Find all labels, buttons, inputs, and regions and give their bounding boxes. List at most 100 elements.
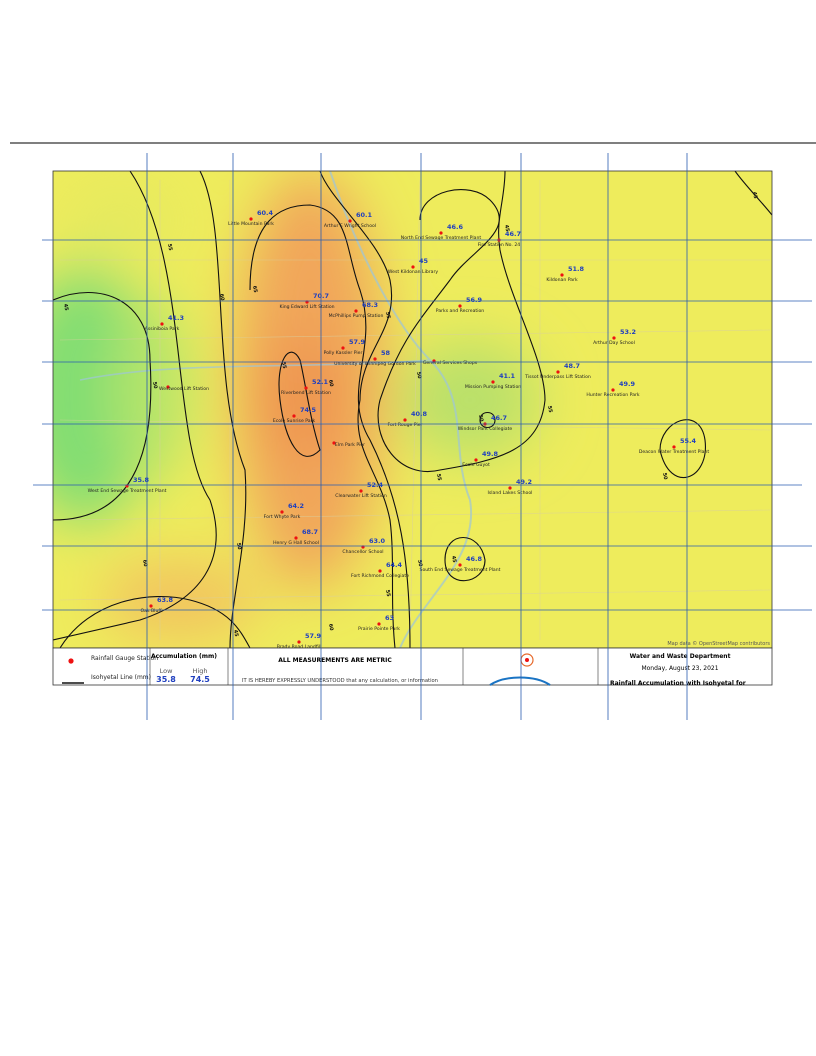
contour-label: 45 [232,629,239,637]
station-name: Parks and Recreation [436,308,485,314]
contour-label: 50 [416,559,423,567]
contour-label: 50 [477,414,484,422]
overlay-grid [33,153,812,720]
station-name: Assiniboia Park [145,326,180,332]
map-title: Rainfall Accumulation with Isohyetal for [610,680,746,687]
station-name: West End Sewage Treatment Plant [88,488,167,494]
gauge-dot [458,563,462,567]
station-value: 46.6 [447,223,464,231]
contour-label: 60 [141,559,148,567]
legend-low-label: Low [160,667,173,675]
station-name: Riverbend Lift Station [281,390,331,396]
gauge-dot [491,380,495,384]
station-name: Mission Pumping Station [465,384,521,390]
station-name: West Kildonan Library [388,269,438,275]
gauge-dot [297,640,301,644]
station-value: 60.4 [257,209,274,217]
contour-label: 50 [415,371,422,379]
department: Water and Waste Department [630,653,731,660]
station-value: 48.7 [564,362,580,370]
gauge-dot [378,569,382,573]
station-value: 53.2 [620,328,636,336]
legend-high-label: High [193,667,208,675]
gauge-dot [474,458,478,462]
station-name: McPhillips Pump Station [329,313,384,319]
station-name: Fort Rouge Pier [387,422,422,428]
gauge-dot [149,604,153,608]
contour-label: 50 [235,542,242,550]
attribution: Map data © OpenStreetMap contributors [667,640,770,647]
contour-label: 65 [251,285,258,293]
gauge-dot [166,385,170,389]
station-value: 46.7 [491,414,507,422]
contour-label: 50 [661,472,668,480]
station-name: Polly Kassler Pier [324,350,363,356]
gauge-dot [411,265,415,269]
station-value: 46.8 [466,555,483,563]
legend-isohyetal: Isohyetal Line (mm) [91,674,151,681]
contour-label: 55 [546,405,553,413]
gauge-dot [439,231,443,235]
contour-label: 55 [435,473,442,481]
station-value: 63.0 [369,537,386,545]
station-name: King Edward Lift Station [279,304,334,310]
station-value: 41.1 [499,372,516,380]
gauge-dot [560,273,564,277]
station-value: 58 [381,349,391,357]
station-name: Henry G Hall School [273,540,319,546]
gauge-dot [373,357,377,361]
contour-label: 55 [384,589,391,597]
gauge-dot [348,219,352,223]
station-name: Brady Road Landfill [277,644,322,650]
station-value: 57.9 [349,338,366,346]
gauge-dot [304,386,308,390]
station-value: 55.4 [680,437,697,445]
legend-high: 74.5 [190,675,210,684]
station-value: 52.1 [312,378,329,386]
gauge-dot [612,336,616,340]
station-name: Ecole Guyot [462,462,490,468]
station-name: North End Sewage Treatment Plant [401,235,482,241]
gauge-dot [332,441,336,445]
gauge-dot [556,370,560,374]
station-value: 35.8 [133,476,150,484]
station-value: 45 [419,257,429,265]
station-name: Chancellor School [342,549,383,555]
station-name: Tissot Underpass Lift Station [524,374,591,380]
gauge-dot [672,445,676,449]
contour-label: 45 [62,303,69,311]
gauge-dot [359,489,363,493]
contour-label: 50 [151,381,158,389]
station-value: 74.5 [300,406,317,414]
station-value: 64.2 [288,502,304,510]
contour-labels: 45 55 50 60 65 55 50 45 60 55 50 45 55 50 55 60 60 55 50 45… [62,191,758,637]
gauge-dot [354,309,358,313]
station-name: Arthur E Wright School [324,223,376,229]
station-value: 49.2 [516,478,532,486]
station-value: 40.8 [411,410,428,418]
station-name: Elm Park Pier [335,442,365,448]
contour-label: 60 [218,293,225,301]
station-name: Fort Richmond Collegiate [351,573,409,579]
station-name: Clearwater Lift Station [335,493,387,499]
contour-label: 45 [450,555,457,563]
legend-strip: Rainfall Gauge Station Isohyetal Line (m… [52,647,773,687]
station-value: 68.3 [362,301,378,309]
gauge-dot [160,322,164,326]
station-name: Kildonan Park [546,277,578,283]
notice-text: IT IS HEREBY EXPRESSLY UNDERSTOOD that a… [242,678,438,684]
station-name: Fire Station No. 24 [478,242,520,248]
station-value: 63.8 [157,596,174,604]
station-value: 63 [385,614,394,622]
gauge-dot [249,217,253,221]
isohyetal-lines [53,171,772,648]
station-name: Fort Whyte Park [264,514,301,520]
station-value: 49.9 [619,380,636,388]
gauge-dot [292,414,296,418]
station-name: Oak Bluff [140,608,162,614]
stations: 60.4 Little Mountain Park 60.1 Arthur E Wri… [88,209,710,650]
station-value: 68.7 [302,528,318,536]
station-value: 51.8 [568,265,585,273]
station-name: Arthur Day School [593,340,635,346]
